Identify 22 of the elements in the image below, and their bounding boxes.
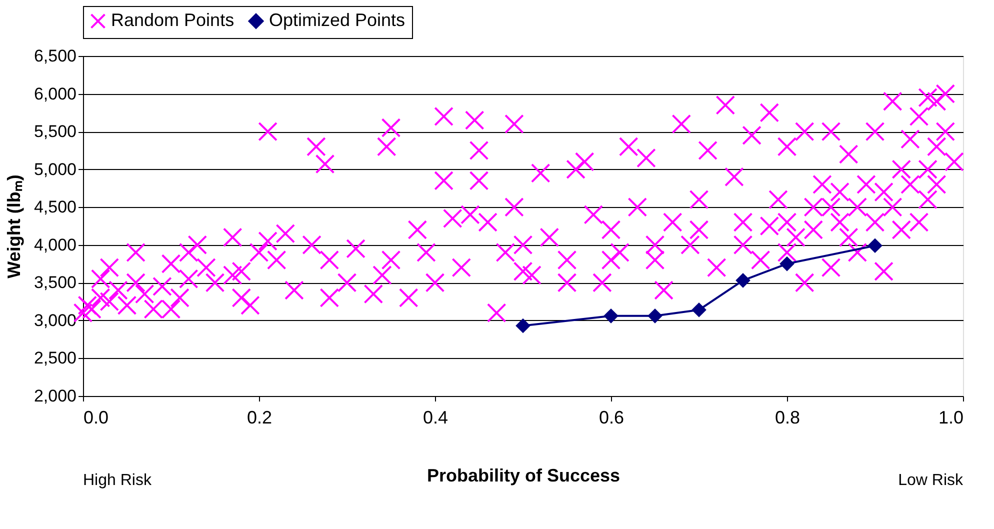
y-tick-label: 3,500: [34, 273, 76, 292]
x-tick-label: 0.2: [246, 408, 272, 428]
x-tick-label: 1.0: [938, 408, 964, 428]
x-tick-label: 0.0: [84, 408, 109, 428]
y-tick-label: 6,500: [34, 46, 76, 66]
y-tick-label: 6,000: [34, 84, 76, 104]
y-tick-label: 5,500: [34, 122, 76, 142]
y-tick-label: 4,500: [34, 198, 76, 217]
x-axis-title: Probability of Success: [426, 466, 620, 486]
y-tick-label: 5,000: [34, 160, 76, 179]
y-tick-label: 2,500: [34, 348, 76, 368]
legend-label: Random Points: [111, 10, 234, 30]
x-tick-label: 0.4: [422, 408, 448, 428]
text: Low Risk: [898, 472, 964, 489]
y-tick-label: 3,000: [34, 310, 76, 330]
x-tick-label: 0.8: [774, 408, 800, 428]
x-tick-label: 0.6: [598, 408, 624, 428]
text: High Risk: [83, 472, 152, 489]
y-tick-label: 4,000: [34, 235, 76, 254]
y-tick-label: 2,000: [34, 386, 76, 406]
legend-label: Optimized Points: [269, 10, 406, 30]
y-axis-title: Weight (lbₘ): [4, 174, 24, 278]
